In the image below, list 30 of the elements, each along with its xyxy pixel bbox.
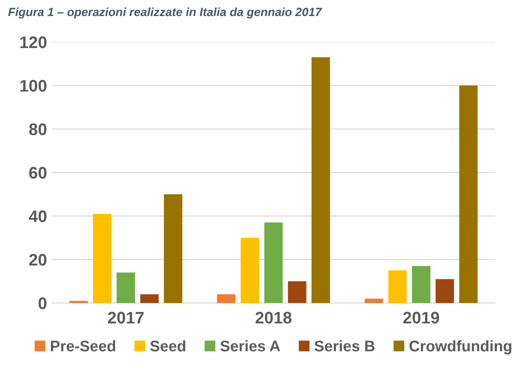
x-tick-label: 2017 bbox=[108, 312, 144, 324]
x-tick-label: 2018 bbox=[256, 312, 292, 324]
bar bbox=[217, 294, 236, 303]
bar bbox=[140, 294, 159, 303]
bar bbox=[240, 238, 260, 303]
bar bbox=[92, 214, 112, 303]
y-tick-label: 20 bbox=[29, 254, 46, 266]
bar bbox=[312, 57, 330, 303]
bar bbox=[264, 222, 283, 303]
y-tick-label: 80 bbox=[29, 123, 46, 136]
chart-title: Figura 1 – operazioni realizzate in Italia da gennaio 2017 bbox=[8, 8, 322, 18]
legend-label: Pre-Seed bbox=[50, 340, 116, 352]
bar bbox=[459, 86, 478, 303]
y-tick-label: 40 bbox=[28, 210, 46, 222]
bar bbox=[412, 266, 430, 303]
y-tick-label: 120 bbox=[20, 36, 46, 48]
bar bbox=[388, 270, 407, 303]
bar bbox=[164, 194, 182, 303]
bar bbox=[364, 298, 384, 303]
bar bbox=[116, 272, 136, 303]
y-tick-label: 0 bbox=[38, 297, 46, 310]
y-tick-label: 100 bbox=[20, 80, 46, 92]
y-tick-label: 60 bbox=[29, 166, 46, 179]
legend-label: Seed bbox=[150, 340, 186, 352]
bar bbox=[436, 279, 454, 303]
legend-label: Crowdfunding bbox=[409, 340, 512, 355]
legend-label: Series A bbox=[220, 340, 280, 352]
x-tick-label: 2019 bbox=[403, 312, 440, 324]
bar bbox=[288, 281, 306, 303]
legend-label: Series B bbox=[314, 340, 375, 352]
